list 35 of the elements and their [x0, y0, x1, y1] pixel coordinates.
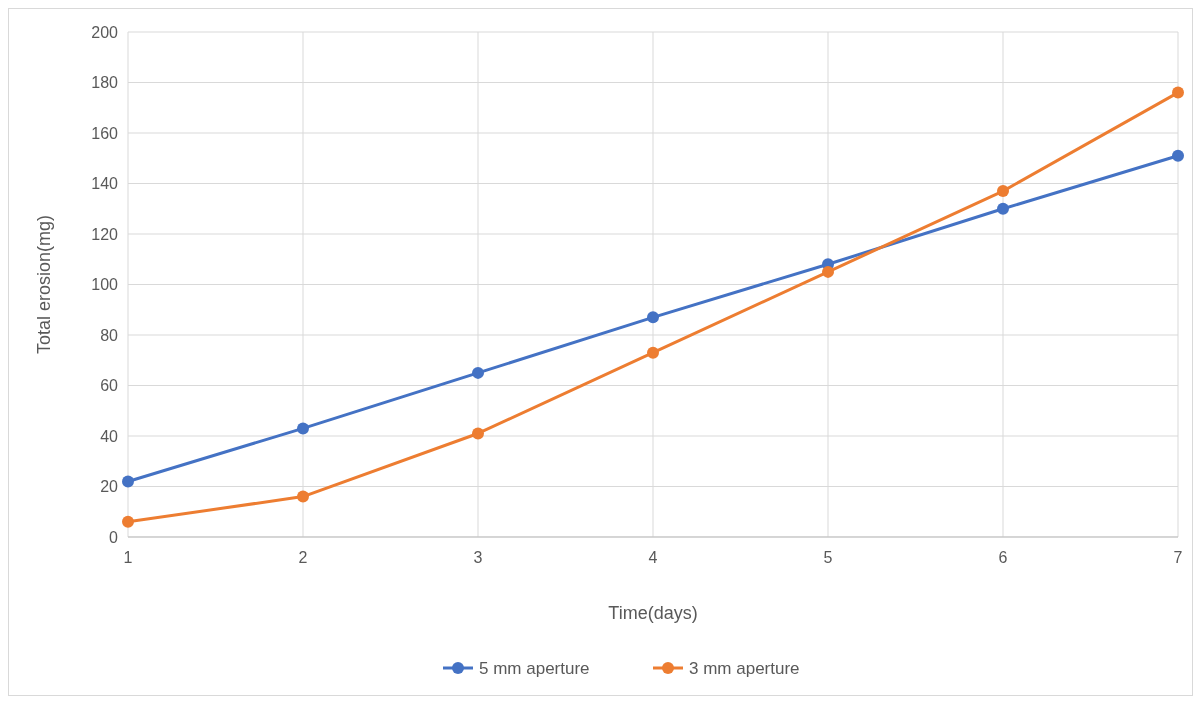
point — [122, 475, 134, 488]
point — [997, 202, 1009, 215]
y-tick-label: 60 — [100, 377, 119, 395]
point — [1172, 86, 1184, 99]
x-tick-label: 3 — [473, 549, 483, 566]
y-tick-label: 0 — [109, 528, 119, 546]
point — [647, 311, 659, 324]
point — [1172, 149, 1184, 162]
legend-label: 5 mm aperture — [479, 658, 590, 678]
y-tick-label: 200 — [91, 23, 119, 41]
y-tick-label: 180 — [91, 74, 119, 92]
x-tick-label: 5 — [823, 549, 833, 566]
y-tick-label: 140 — [91, 175, 119, 193]
point — [997, 185, 1009, 198]
x-tick-label: 4 — [648, 549, 658, 566]
y-tick-label: 80 — [100, 326, 119, 344]
point — [647, 346, 659, 359]
x-tick-label: 6 — [998, 549, 1008, 566]
y-tick-label: 100 — [91, 276, 119, 294]
x-axis-title: Time(days) — [608, 603, 698, 623]
y-tick-label: 160 — [91, 124, 119, 142]
x-tick-label: 1 — [123, 549, 133, 566]
point — [297, 422, 309, 435]
x-tick-label: 2 — [298, 549, 308, 566]
point — [472, 427, 484, 440]
legend-label: 3 mm aperture — [689, 658, 800, 678]
x-tick-label: 7 — [1173, 549, 1183, 566]
y-tick-label: 120 — [91, 225, 119, 243]
point — [122, 515, 134, 528]
point — [297, 490, 309, 503]
point — [472, 366, 484, 379]
y-tick-label: 20 — [100, 478, 119, 496]
y-axis-title: Total erosion(mg) — [34, 214, 54, 355]
point — [822, 265, 834, 278]
y-tick-label: 40 — [100, 427, 119, 445]
